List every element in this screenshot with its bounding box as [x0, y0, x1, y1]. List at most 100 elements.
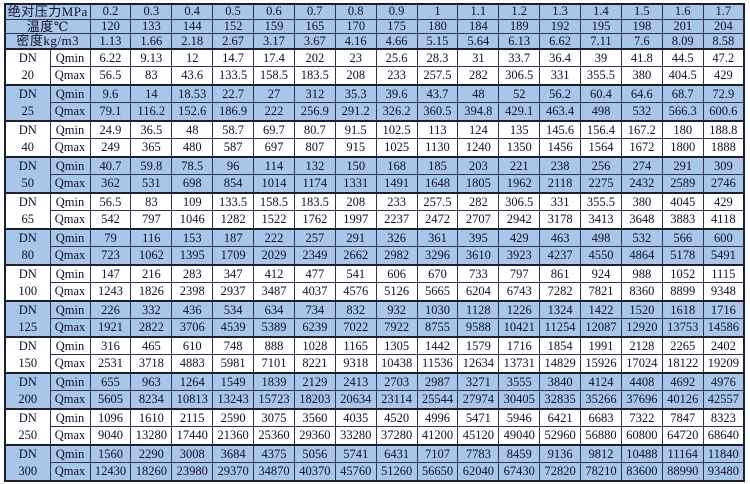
- header-value-cell: 3.67: [293, 33, 336, 50]
- qmin-value-cell: 31: [457, 47, 500, 68]
- qmin-row: DN 250 Qmin 1096 1610 2115 2590 3075 3560 4035 452…: [4, 407, 745, 446]
- qmin-value-cell: 1165: [334, 335, 377, 356]
- header-value-cell: 4.66: [375, 33, 418, 50]
- qmin-value-cell: 256: [580, 155, 622, 176]
- qmax-value-cell: 4576: [334, 282, 377, 302]
- qmax-value-cell: 23980: [171, 462, 214, 482]
- qmin-value-cell: 566: [661, 227, 704, 248]
- qmax-value-cell: 1921: [89, 318, 132, 338]
- qmax-value-cell: 56650: [416, 462, 459, 482]
- qmin-value-cell: 116: [130, 227, 173, 248]
- qmax-value-cell: 12430: [89, 462, 132, 482]
- header-value-cell: 1.1: [457, 3, 500, 20]
- dn-prefix-label: DN: [18, 158, 37, 173]
- qmax-value-cell: 915: [334, 138, 377, 158]
- qmin-value-cell: 28.3: [416, 47, 459, 68]
- qmax-value-cell: 37696: [620, 390, 663, 410]
- qmin-value-cell: 180: [661, 119, 704, 140]
- qmin-value-cell: 541: [334, 263, 377, 284]
- qmax-value-cell: 152.6: [171, 102, 214, 122]
- qmin-label-cell: Qmin: [49, 443, 91, 464]
- header-value-cell: 8.09: [661, 33, 704, 50]
- qmax-value-cell: 566.3: [661, 102, 704, 122]
- pressure-table: 绝对压力MPa 0.2 0.3 0.4 0.5 0.6 0.7 0.8 0.9 1 1.1 1.2 1.…: [4, 3, 745, 482]
- qmax-value-cell: 8899: [661, 282, 704, 302]
- qmax-value-cell: 6239: [293, 318, 336, 338]
- qmax-value-cell: 79.1: [89, 102, 132, 122]
- qmin-value-cell: 183.5: [293, 191, 336, 212]
- qmax-value-cell: 116.2: [130, 102, 173, 122]
- qmin-label-cell: Qmin: [49, 263, 91, 284]
- qmin-value-cell: 1991: [580, 335, 622, 356]
- qmin-value-cell: 48: [171, 119, 214, 140]
- qmin-value-cell: 102.5: [375, 119, 418, 140]
- qmin-value-cell: 167.2: [620, 119, 663, 140]
- qmax-value-cell: 12920: [620, 318, 663, 338]
- qmax-value-cell: 13243: [212, 390, 254, 410]
- qmax-value-cell: 2937: [212, 282, 254, 302]
- qmax-value-cell: 2589: [661, 174, 704, 194]
- qmin-label-cell: Qmin: [49, 119, 91, 140]
- qmin-value-cell: 4692: [661, 371, 704, 392]
- qmin-value-cell: 274: [620, 155, 663, 176]
- qmax-value-cell: 13280: [130, 426, 173, 446]
- qmax-value-cell: 17440: [171, 426, 214, 446]
- qmax-value-cell: 306.5: [498, 66, 541, 86]
- qmin-value-cell: 465: [130, 335, 173, 356]
- qmax-row: Qmax 5605 8234 10813 13243 15723 18203 20634 231…: [5, 390, 745, 410]
- qmax-value-cell: 6204: [457, 282, 500, 302]
- qmax-value-cell: 4237: [539, 246, 581, 266]
- qmin-value-cell: 1096: [89, 407, 132, 428]
- qmax-value-cell: 5126: [375, 282, 418, 302]
- header-value-cell: 1.66: [130, 33, 173, 50]
- qmin-value-cell: 6.22: [89, 47, 132, 68]
- qmin-value-cell: 221: [498, 155, 541, 176]
- qmin-value-cell: 10488: [620, 443, 663, 464]
- qmin-value-cell: 1839: [253, 371, 295, 392]
- qmax-value-cell: 2942: [498, 210, 541, 230]
- qmin-value-cell: 888: [253, 335, 295, 356]
- header-value-cell: 0.2: [89, 3, 132, 20]
- qmin-value-cell: 1324: [539, 299, 581, 320]
- qmax-value-cell: 1130: [416, 138, 459, 158]
- qmax-value-cell: 257.5: [416, 66, 459, 86]
- header-value-cell: 159: [253, 18, 295, 35]
- qmax-value-cell: 1014: [253, 174, 295, 194]
- qmin-value-cell: 48: [457, 83, 500, 104]
- qmax-value-cell: 2398: [171, 282, 214, 302]
- qmin-value-cell: 83: [130, 191, 173, 212]
- qmin-row: DN 125 Qmin 226 332 436 534 634 734 832 932 1030 112…: [4, 299, 745, 338]
- dn-cell: DN 80: [4, 227, 51, 266]
- qmin-value-cell: 2265: [661, 335, 704, 356]
- header-value-cell: 3.17: [253, 33, 295, 50]
- qmax-value-cell: 1709: [212, 246, 254, 266]
- qmax-row: Qmax 2531 3718 4883 5981 7101 8221 9318 10438 115…: [5, 354, 745, 374]
- header-value-cell: 144: [171, 18, 214, 35]
- qmin-value-cell: 39: [580, 47, 622, 68]
- header-value-cell: 1.3: [539, 3, 581, 20]
- header-row: 密度kg/m3 1.13 1.66 2.18 2.67 3.17 3.67 4.16 4.66 5…: [4, 33, 745, 50]
- qmin-value-cell: 361: [416, 227, 459, 248]
- qmax-value-cell: 9040: [89, 426, 132, 446]
- qmax-value-cell: 3178: [539, 210, 581, 230]
- qmax-value-cell: 1025: [375, 138, 418, 158]
- qmax-value-cell: 21360: [212, 426, 254, 446]
- qmin-value-cell: 1560: [89, 443, 132, 464]
- qmax-value-cell: 183.5: [293, 66, 336, 86]
- qmin-value-cell: 56.5: [89, 191, 132, 212]
- qmax-value-cell: 10438: [375, 354, 418, 374]
- qmax-value-cell: 186.9: [212, 102, 254, 122]
- qmin-row: DN 100 Qmin 147 216 283 347 412 477 541 606 670 733 7…: [4, 263, 745, 302]
- qmin-value-cell: 109: [171, 191, 214, 212]
- qmax-value-cell: 34870: [253, 462, 295, 482]
- header-value-cell: 0.5: [212, 3, 254, 20]
- qmin-value-cell: 429: [498, 227, 541, 248]
- qmin-value-cell: 9136: [539, 443, 581, 464]
- qmax-value-cell: 587: [212, 138, 254, 158]
- qmax-value-cell: 8360: [620, 282, 663, 302]
- qmin-value-cell: 734: [293, 299, 336, 320]
- qmax-row: Qmax 1921 2822 3706 4539 5389 6239 7022 7922 8755…: [5, 318, 745, 338]
- qmax-value-cell: 8221: [293, 354, 336, 374]
- header-value-cell: 4.16: [334, 33, 377, 50]
- qmax-value-cell: 2822: [130, 318, 173, 338]
